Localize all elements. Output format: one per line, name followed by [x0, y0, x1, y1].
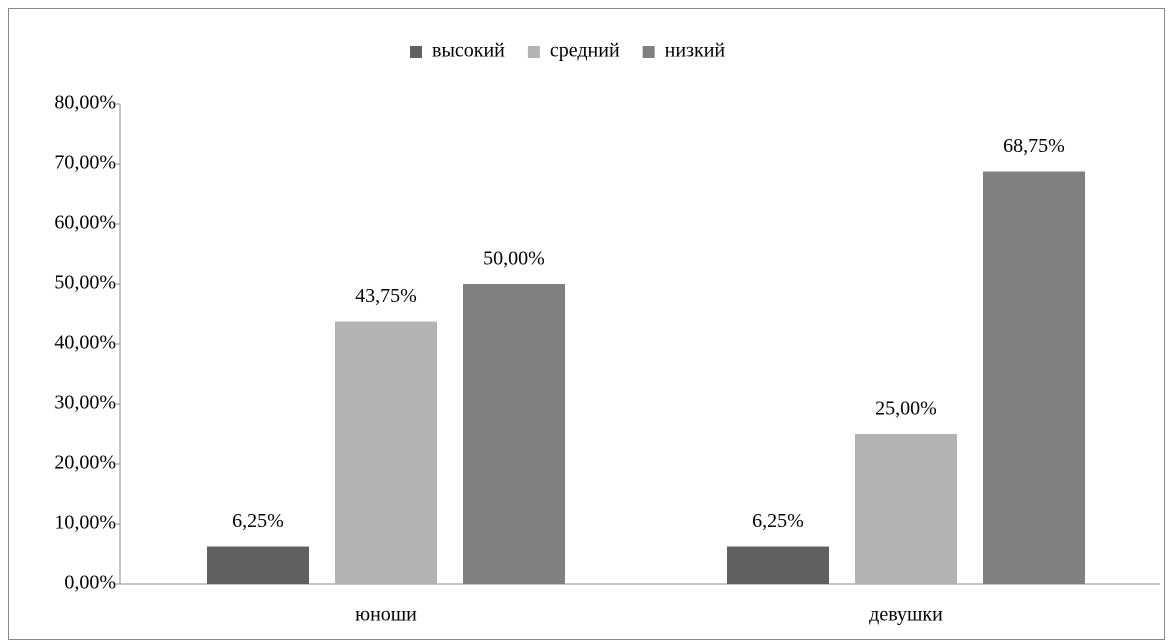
- y-tick-label: 30,00%: [54, 392, 116, 414]
- bar: [727, 546, 829, 584]
- value-label: 50,00%: [483, 248, 545, 270]
- legend-label: низкий: [665, 40, 726, 62]
- legend-label: высокий: [432, 40, 505, 62]
- legend-swatch: [642, 46, 655, 58]
- bar: [983, 171, 1085, 584]
- bar: [335, 321, 437, 584]
- legend-swatch: [410, 46, 422, 58]
- value-label: 6,25%: [232, 510, 284, 532]
- y-tick-label: 40,00%: [54, 332, 116, 354]
- y-tick-label: 50,00%: [54, 272, 116, 294]
- chart-frame: [8, 8, 1165, 640]
- bar: [207, 546, 309, 584]
- y-tick-label: 80,00%: [54, 92, 116, 114]
- value-label: 25,00%: [875, 398, 937, 420]
- bar: [463, 284, 565, 584]
- y-tick-label: 60,00%: [54, 212, 116, 234]
- legend-label: средний: [550, 40, 620, 62]
- value-label: 68,75%: [1003, 135, 1065, 157]
- value-label: 6,25%: [752, 510, 804, 532]
- y-tick-label: 0,00%: [64, 572, 116, 594]
- x-tick-label: девушки: [869, 604, 943, 626]
- y-tick-label: 20,00%: [54, 452, 116, 474]
- bar: [855, 434, 957, 584]
- legend-swatch: [527, 46, 540, 58]
- y-tick-label: 10,00%: [54, 512, 116, 534]
- x-tick-label: юноши: [355, 604, 417, 626]
- y-tick-label: 70,00%: [54, 152, 116, 174]
- value-label: 43,75%: [355, 285, 417, 307]
